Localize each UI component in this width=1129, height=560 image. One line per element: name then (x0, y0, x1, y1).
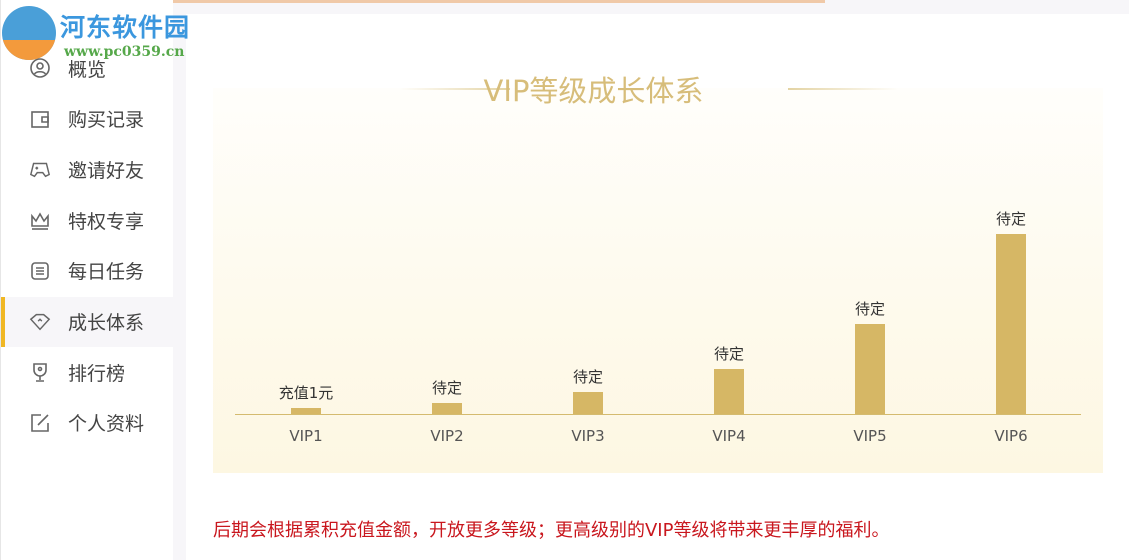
sidebar-item-3[interactable]: 特权专享 (1, 195, 174, 245)
sidebar-item-2[interactable]: 邀请好友 (1, 144, 174, 194)
data-label: 待定 (995, 210, 1026, 228)
sidebar: 概览购买记录邀请好友特权专享每日任务成长体系排行榜个人资料 (0, 0, 174, 560)
x-tick-label: VIP3 (571, 427, 605, 445)
trophy-icon (29, 361, 51, 383)
data-label: 待定 (713, 345, 744, 363)
watermark-logo: 河东软件园 www.pc0359.cn (2, 4, 202, 64)
x-tick-label: VIP6 (994, 427, 1028, 445)
edit-icon (29, 412, 51, 434)
chart-panel (213, 88, 1103, 473)
x-tick-label: VIP5 (853, 427, 887, 445)
sidebar-item-label: 排行榜 (68, 362, 126, 385)
crown-icon (29, 209, 51, 231)
bar-vip6 (996, 234, 1026, 414)
chart-baseline (235, 414, 1081, 415)
data-label: 充值1元 (278, 384, 334, 403)
logo-url: www.pc0359.cn (64, 44, 185, 60)
sidebar-item-4[interactable]: 每日任务 (1, 246, 174, 296)
logo-title: 河东软件园 (60, 13, 191, 42)
gamepad-icon (29, 158, 51, 180)
sidebar-item-1[interactable]: 购买记录 (1, 94, 174, 144)
top-accent-line (45, 0, 825, 3)
logo-icon (2, 6, 56, 60)
sidebar-item-label: 个人资料 (68, 413, 145, 436)
bar-vip1 (291, 408, 321, 414)
notice-text: 后期会根据累积充值金额，开放更多等级；更高级别的VIP等级将带来更丰厚的福利。 (213, 520, 890, 541)
x-tick-label: VIP2 (430, 427, 464, 445)
sidebar-item-label: 特权专享 (68, 210, 145, 233)
bar-vip2 (432, 402, 462, 414)
sidebar-item-5[interactable]: 成长体系 (1, 296, 174, 347)
bar-vip5 (855, 324, 885, 414)
title-line-right (788, 88, 898, 90)
bar-vip3 (573, 391, 603, 414)
sidebar-item-6[interactable]: 排行榜 (1, 347, 174, 397)
list-icon (29, 260, 51, 282)
data-label: 待定 (854, 300, 885, 318)
x-tick-label: VIP1 (289, 427, 323, 445)
bar-vip4 (714, 369, 744, 414)
diamond-icon (29, 311, 51, 333)
page-title: VIP等级成长体系 (483, 74, 704, 108)
sidebar-item-label: 邀请好友 (68, 159, 145, 182)
data-label: 待定 (431, 378, 462, 397)
sidebar-item-label: 购买记录 (68, 109, 145, 132)
data-label: 待定 (572, 367, 603, 386)
x-tick-label: VIP4 (712, 427, 746, 445)
wallet-icon (29, 108, 51, 130)
title-line-left (400, 88, 510, 90)
sidebar-item-label: 概览 (68, 58, 107, 81)
sidebar-item-label: 每日任务 (68, 261, 145, 284)
sidebar-item-7[interactable]: 个人资料 (1, 398, 174, 448)
sidebar-item-label: 成长体系 (68, 312, 145, 334)
